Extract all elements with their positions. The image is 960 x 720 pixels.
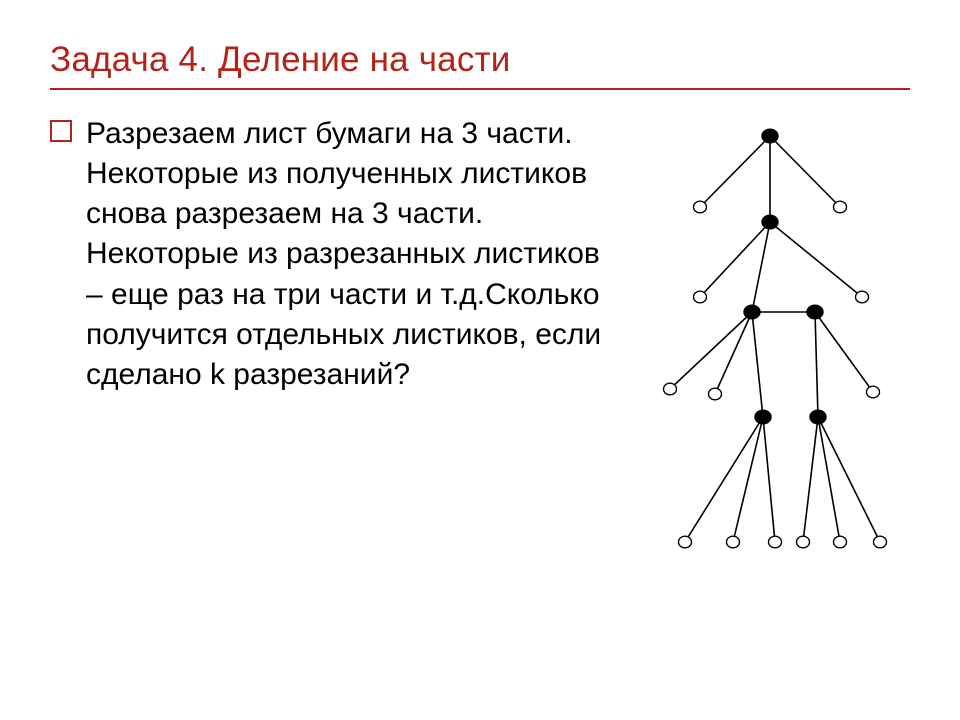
- bullet-square-icon: [50, 120, 72, 142]
- text-column: Разрезаем лист бумаги на 3 части. Некото…: [50, 114, 605, 584]
- slide-title: Задача 4. Деление на части: [50, 38, 910, 82]
- title-underline: [50, 88, 910, 90]
- title-block: Задача 4. Деление на части: [50, 38, 910, 90]
- body-text: Разрезаем лист бумаги на 3 части. Некото…: [86, 114, 605, 395]
- slide: Задача 4. Деление на части Разрезаем лис…: [0, 0, 960, 720]
- content-row: Разрезаем лист бумаги на 3 части. Некото…: [50, 114, 910, 584]
- diagram-column: [615, 114, 915, 584]
- tree-diagram: [615, 114, 915, 584]
